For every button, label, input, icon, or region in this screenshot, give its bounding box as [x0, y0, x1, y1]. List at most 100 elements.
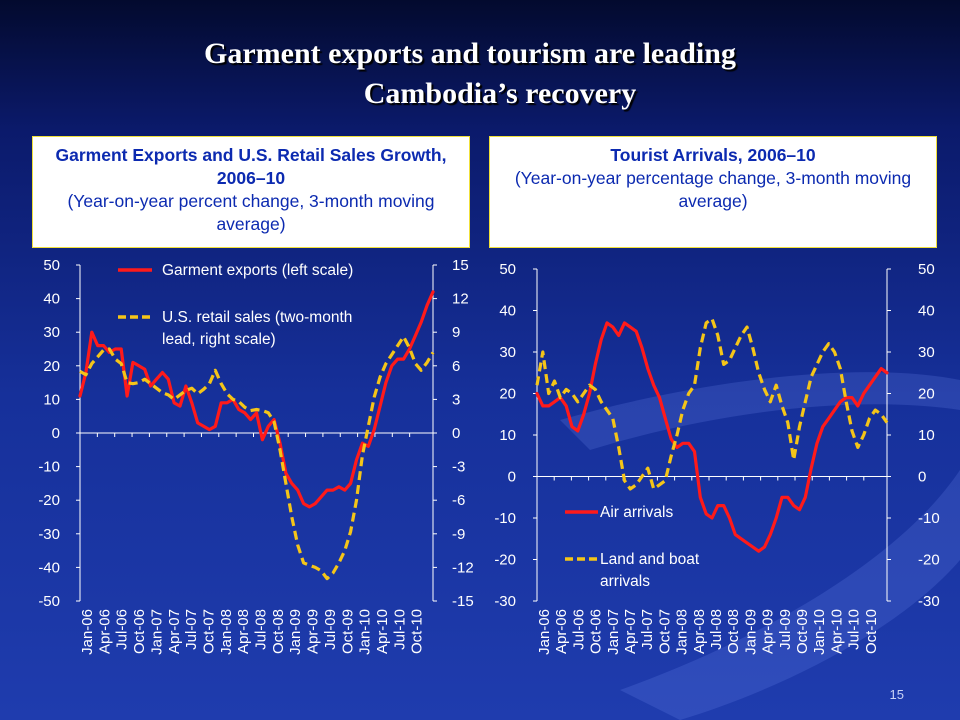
x-tick-label: Oct-10 — [409, 609, 426, 654]
right-chart-subtitle: (Year-on-year percentage change, 3-month… — [514, 168, 912, 211]
legend-label: lead, right scale) — [162, 331, 276, 348]
left-tick-label: -20 — [38, 492, 60, 509]
x-tick-label: Jan-09 — [742, 609, 759, 655]
right-chart-title-box: Tourist Arrivals, 2006–10 (Year-on-year … — [489, 136, 937, 248]
left-tick-label: 50 — [43, 257, 60, 274]
legend-label: Air arrivals — [600, 504, 673, 521]
x-tick-label: Apr-06 — [96, 609, 113, 654]
x-tick-label: Jul-09 — [777, 609, 794, 650]
left-tick-label: -30 — [494, 593, 516, 610]
left-tick-label: 10 — [499, 427, 516, 444]
x-tick-label: Jul-07 — [639, 609, 656, 650]
x-tick-label: Apr-08 — [235, 609, 252, 654]
x-tick-label: Jul-08 — [708, 609, 725, 650]
left-tick-label: -20 — [494, 552, 516, 569]
left-tick-label: -10 — [494, 510, 516, 527]
background-swoosh — [560, 372, 960, 720]
x-tick-label: Apr-10 — [374, 609, 391, 654]
right-tick-label: 20 — [918, 386, 935, 403]
x-tick-label: Apr-09 — [305, 609, 322, 654]
left-chart-title: Garment Exports and U.S. Retail Sales Gr… — [55, 145, 447, 188]
left-tick-label: 20 — [43, 358, 60, 375]
series-line-u-s-retail-sales-two-month-lead-right-scale — [79, 335, 435, 581]
series-line-land-and-boat-arrivals — [535, 317, 889, 491]
x-tick-label: Oct-06 — [588, 609, 605, 654]
chart-legend: Garment exports (left scale) U.S. retail … — [118, 262, 353, 348]
right-tick-label: -10 — [918, 510, 940, 527]
left-tick-label: 20 — [499, 386, 516, 403]
x-tick-label: Apr-07 — [166, 609, 183, 654]
x-tick-label: Jul-06 — [114, 609, 131, 650]
x-tick-label: Apr-06 — [553, 609, 570, 654]
x-tick-label: Jul-08 — [253, 609, 270, 650]
right-tick-label: 3 — [452, 391, 460, 408]
x-tick-label: Jul-10 — [846, 609, 863, 650]
slide-title-line-2: Cambodia’s recovery — [363, 77, 637, 110]
left-chart-title-box: Garment Exports and U.S. Retail Sales Gr… — [32, 136, 470, 248]
x-tick-label: Jan-08 — [218, 609, 235, 655]
left-tick-label: -10 — [38, 459, 60, 476]
tourist-arrivals-chart: 50 40 30 20 10 0 -10 -20 -30 50 40 30 20 10 0 -10 -20 -30… — [494, 261, 939, 655]
left-tick-label: 40 — [43, 291, 60, 308]
x-tick-label: Apr-09 — [760, 609, 777, 654]
right-tick-label: 50 — [918, 261, 935, 278]
right-tick-label: 10 — [918, 427, 935, 444]
x-tick-label: Jan-06 — [79, 609, 96, 655]
x-tick-label: Oct-07 — [656, 609, 673, 654]
left-chart-subtitle: (Year-on-year percent change, 3-month mo… — [67, 191, 435, 234]
right-tick-label: 30 — [918, 344, 935, 361]
left-tick-label: -50 — [38, 593, 60, 610]
x-tick-label: Oct-06 — [131, 609, 148, 654]
x-tick-label: Oct-08 — [725, 609, 742, 654]
right-tick-label: 0 — [918, 469, 926, 486]
x-tick-label: Oct-10 — [863, 609, 880, 654]
x-tick-label: Jul-07 — [183, 609, 200, 650]
right-tick-label: 6 — [452, 358, 460, 375]
x-tick-label: Oct-09 — [339, 609, 356, 654]
left-tick-label: 0 — [508, 469, 516, 486]
right-tick-label: 12 — [452, 291, 469, 308]
x-tick-label: Jul-06 — [570, 609, 587, 650]
legend-label: Land and boat — [600, 551, 700, 568]
garment-exports-chart: 50403020100-10-20-30-40-5015129630-3-6-9… — [38, 257, 473, 655]
right-chart-title: Tourist Arrivals, 2006–10 — [610, 145, 816, 165]
chart-legend: Air arrivals Land and boat arrivals — [565, 504, 700, 590]
x-tick-label: Jan-09 — [287, 609, 304, 655]
series-line-air-arrivals — [535, 321, 889, 553]
x-tick-label: Jul-10 — [391, 609, 408, 650]
left-tick-label: 30 — [499, 344, 516, 361]
left-tick-label: 0 — [52, 425, 60, 442]
right-tick-label: -15 — [452, 593, 474, 610]
right-tick-label: -9 — [452, 526, 465, 543]
page-number: 15 — [889, 687, 904, 702]
left-tick-label: 40 — [499, 303, 516, 320]
legend-label: arrivals — [600, 573, 650, 590]
right-tick-label: 9 — [452, 324, 460, 341]
left-tick-label: 50 — [499, 261, 516, 278]
legend-label: Garment exports (left scale) — [162, 262, 353, 279]
x-tick-label: Jan-06 — [536, 609, 553, 655]
right-tick-label: 0 — [452, 425, 460, 442]
x-tick-label: Jul-09 — [322, 609, 339, 650]
right-tick-label: 15 — [452, 257, 469, 274]
x-tick-label: Jan-10 — [357, 609, 374, 655]
right-tick-label: -3 — [452, 459, 465, 476]
left-tick-label: 30 — [43, 324, 60, 341]
x-tick-label: Apr-07 — [622, 609, 639, 654]
left-tick-label: -40 — [38, 559, 60, 576]
slide-title: Garment exports and tourism are leading … — [0, 34, 960, 114]
x-tick-label: Apr-08 — [691, 609, 708, 654]
series-line-garment-exports-left-scale — [78, 290, 435, 509]
right-tick-label: 40 — [918, 303, 935, 320]
x-tick-label: Jan-10 — [811, 609, 828, 655]
x-tick-label: Apr-10 — [828, 609, 845, 654]
right-tick-label: -20 — [918, 552, 940, 569]
left-tick-label: -30 — [38, 526, 60, 543]
legend-label: U.S. retail sales (two-month — [162, 309, 352, 326]
slide-title-line-1: Garment exports and tourism are leading — [204, 37, 736, 70]
x-tick-label: Oct-09 — [794, 609, 811, 654]
right-tick-label: -12 — [452, 559, 474, 576]
x-tick-label: Oct-07 — [200, 609, 217, 654]
right-tick-label: -6 — [452, 492, 465, 509]
right-tick-label: -30 — [918, 593, 940, 610]
